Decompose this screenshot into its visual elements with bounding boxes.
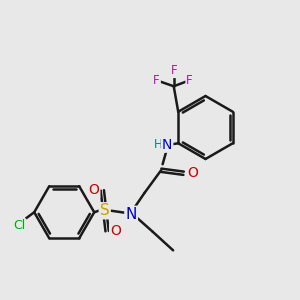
Text: O: O [88, 183, 99, 197]
Text: O: O [187, 166, 198, 180]
Text: N: N [125, 207, 137, 222]
Text: H: H [154, 138, 163, 151]
Text: F: F [186, 74, 193, 87]
Text: N: N [162, 138, 172, 152]
Text: F: F [153, 74, 160, 87]
Text: O: O [110, 224, 121, 238]
Text: Cl: Cl [13, 219, 25, 232]
Text: S: S [100, 203, 110, 218]
Text: F: F [170, 64, 177, 77]
